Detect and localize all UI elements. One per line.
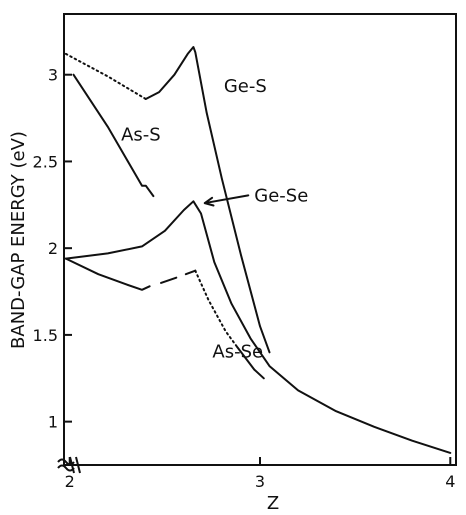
y-axis-title: BAND-GAP ENERGY (eV) bbox=[8, 131, 29, 349]
series-as-s-label: As-S bbox=[121, 125, 161, 146]
x-tick-label: 4 bbox=[445, 472, 455, 491]
arrowhead-icon bbox=[203, 196, 215, 207]
series-labels: Ge-S As-S Ge-Se As-Se bbox=[121, 76, 308, 362]
x-axis-break-mark bbox=[69, 456, 81, 474]
series-as-se-line bbox=[64, 257, 151, 291]
series-ge-se-line bbox=[64, 200, 452, 454]
y-tick-label: 1 bbox=[48, 413, 58, 432]
x-tick-label: 2 bbox=[65, 472, 75, 491]
series-as-se-line bbox=[184, 269, 197, 276]
x-tick-label: 3 bbox=[255, 472, 265, 491]
series-as-s-line bbox=[72, 73, 155, 198]
y-tick-label: 1.5 bbox=[33, 326, 58, 345]
series-as-se-line bbox=[160, 276, 178, 284]
x-axis-title: Z bbox=[267, 493, 279, 514]
axis-ticks: 2 3 4 1 1.5 2 2.5 3 bbox=[33, 66, 456, 491]
y-tick-label: 3 bbox=[48, 66, 58, 85]
series-ge-s-label: Ge-S bbox=[224, 76, 267, 97]
series-as-se-line bbox=[236, 346, 265, 380]
series-curves bbox=[64, 46, 452, 454]
series-ge-se-label: Ge-Se bbox=[254, 185, 308, 206]
series-as-se-line bbox=[194, 269, 239, 348]
series-ge-s-line bbox=[64, 52, 147, 100]
y-tick-label: 2 bbox=[48, 239, 58, 258]
y-tick-label: 2.5 bbox=[33, 152, 58, 171]
series-ge-s-line bbox=[144, 46, 271, 354]
series-as-se-label: As-Se bbox=[212, 341, 263, 362]
series-ge-se-arrow bbox=[203, 194, 250, 205]
